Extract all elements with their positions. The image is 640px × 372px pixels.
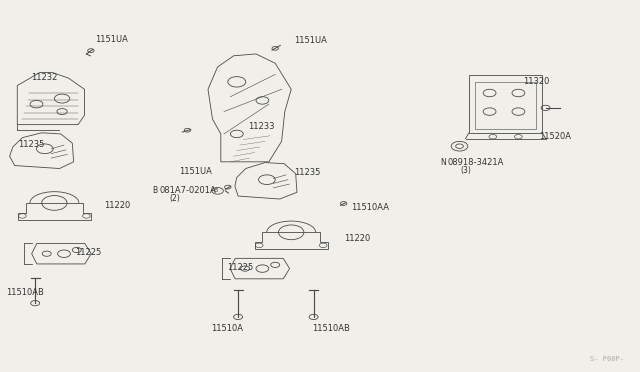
Text: (2): (2) xyxy=(170,194,180,203)
Text: 11510AA: 11510AA xyxy=(351,203,388,212)
Text: N: N xyxy=(440,158,446,167)
Text: 11510AB: 11510AB xyxy=(6,288,44,296)
Text: 081A7-0201A: 081A7-0201A xyxy=(160,186,217,195)
Bar xyxy=(468,75,543,133)
Bar xyxy=(476,82,536,129)
Text: B: B xyxy=(214,188,218,193)
Text: 11235: 11235 xyxy=(294,169,321,177)
Text: 11225: 11225 xyxy=(227,263,253,272)
Text: 11520A: 11520A xyxy=(540,132,572,141)
Text: 11510A: 11510A xyxy=(211,324,243,333)
Text: 08918-3421A: 08918-3421A xyxy=(448,158,504,167)
Text: B: B xyxy=(152,186,157,195)
Text: 11225: 11225 xyxy=(76,248,102,257)
Text: 1151UA: 1151UA xyxy=(179,167,212,176)
Text: 11233: 11233 xyxy=(248,122,275,131)
Text: S- P00P-: S- P00P- xyxy=(590,356,624,362)
Text: 11320: 11320 xyxy=(524,77,550,86)
Text: 11220: 11220 xyxy=(344,234,371,243)
Text: 11220: 11220 xyxy=(104,201,131,210)
Text: 11510AB: 11510AB xyxy=(312,324,349,333)
Text: 1151UA: 1151UA xyxy=(294,36,327,45)
Text: (3): (3) xyxy=(461,166,472,175)
Text: 1151UA: 1151UA xyxy=(95,35,127,44)
Text: 11232: 11232 xyxy=(31,73,57,81)
Text: 11235: 11235 xyxy=(18,140,44,149)
